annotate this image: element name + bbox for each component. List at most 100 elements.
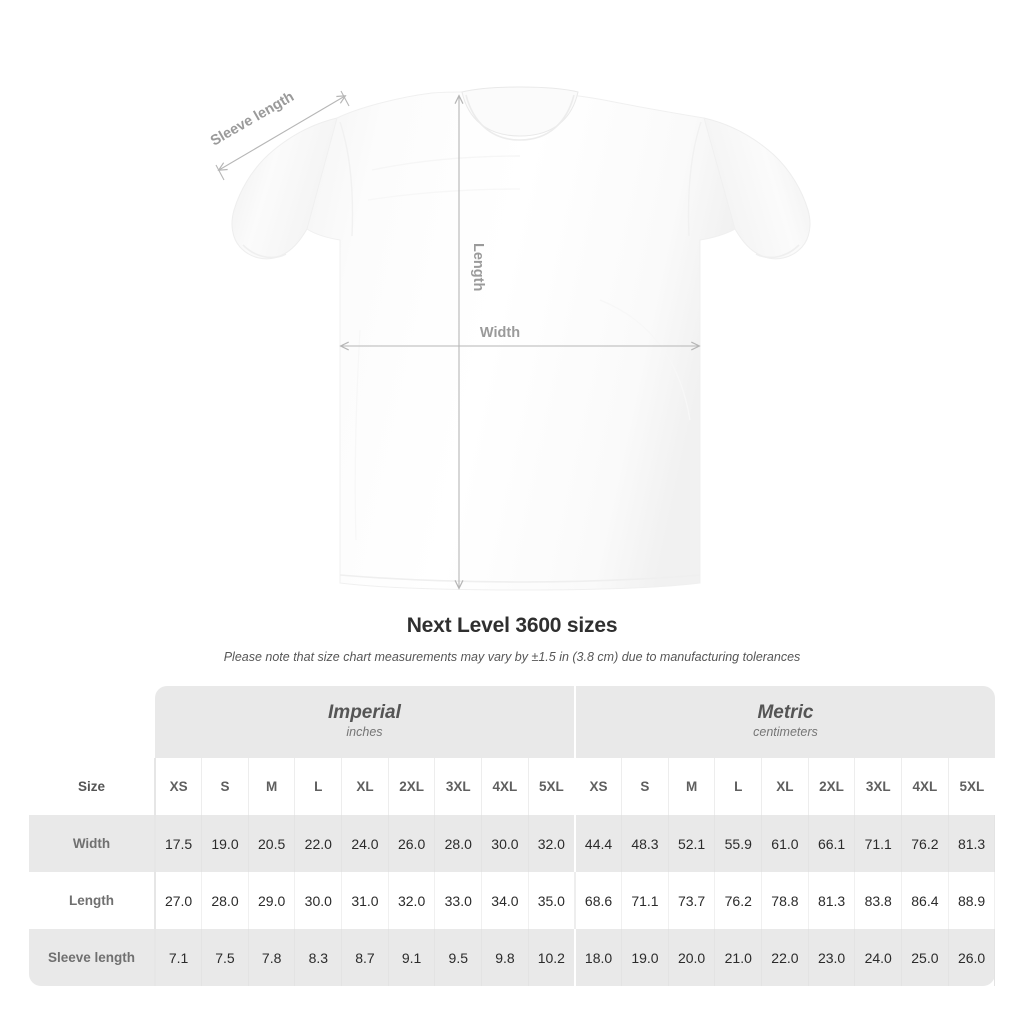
row-label-length: Length — [29, 872, 156, 929]
cell-sleeve-length-imperial-s: 7.5 — [201, 929, 249, 986]
width-measure: Width — [341, 325, 699, 346]
cell-length-imperial-l: 30.0 — [294, 872, 343, 929]
row-label-width: Width — [29, 815, 156, 872]
tolerance-note: Please note that size chart measurements… — [223, 650, 801, 664]
cell-width-imperial-l: 22.0 — [294, 815, 343, 872]
cell-width-imperial-m: 20.5 — [248, 815, 296, 872]
cell-sleeve-length-imperial-xs: 7.1 — [155, 929, 203, 986]
cell-length-metric-l: 76.2 — [714, 872, 763, 929]
cell-sleeve-length-imperial-5xl: 10.2 — [528, 929, 576, 986]
unit-system-row: Imperial inches Metric centimeters — [29, 686, 995, 758]
size-header-imperial-xs: XS — [155, 758, 203, 815]
cell-width-metric-xs: 44.4 — [573, 815, 623, 872]
cell-width-imperial-xs: 17.5 — [155, 815, 203, 872]
tshirt-shape — [231, 86, 811, 591]
width-label: Width — [480, 325, 520, 341]
unit-row-corner — [29, 686, 155, 758]
cell-length-imperial-2xl: 32.0 — [388, 872, 436, 929]
cell-length-imperial-s: 28.0 — [201, 872, 249, 929]
cell-length-metric-m: 73.7 — [668, 872, 716, 929]
cell-width-metric-xl: 61.0 — [761, 815, 809, 872]
size-header-imperial-3xl: 3XL — [434, 758, 483, 815]
cell-sleeve-length-metric-s: 19.0 — [621, 929, 669, 986]
cell-sleeve-length-imperial-3xl: 9.5 — [434, 929, 483, 986]
unit-system-name: Metric — [757, 702, 814, 724]
cell-width-imperial-xl: 24.0 — [341, 815, 389, 872]
cell-sleeve-length-metric-2xl: 23.0 — [808, 929, 856, 986]
size-header-imperial-2xl: 2XL — [388, 758, 436, 815]
unit-system-name: Imperial — [328, 702, 401, 724]
cell-width-metric-s: 48.3 — [621, 815, 669, 872]
cell-width-metric-l: 55.9 — [714, 815, 763, 872]
table-row: Length 27.0 28.0 29.0 30.0 31.0 32.0 33.0 34.0 35… — [29, 872, 996, 929]
cell-sleeve-length-metric-l: 21.0 — [714, 929, 763, 986]
size-header-imperial-xl: XL — [341, 758, 389, 815]
cell-sleeve-length-imperial-xl: 8.7 — [341, 929, 389, 986]
size-column-header: Size — [29, 758, 156, 815]
cell-length-metric-s: 71.1 — [621, 872, 669, 929]
unit-system-metric: Metric centimeters — [573, 686, 995, 758]
size-header-imperial-s: S — [201, 758, 249, 815]
unit-system-subtitle: centimeters — [753, 725, 818, 740]
size-header-imperial-m: M — [248, 758, 296, 815]
cell-length-imperial-m: 29.0 — [248, 872, 296, 929]
cell-sleeve-length-metric-xs: 18.0 — [573, 929, 623, 986]
cell-width-imperial-5xl: 32.0 — [528, 815, 576, 872]
cell-width-metric-5xl: 81.3 — [948, 815, 996, 872]
tshirt-illustration: Sleeve length Length Width — [208, 86, 811, 591]
unit-system-subtitle: inches — [346, 725, 383, 740]
cell-width-imperial-3xl: 28.0 — [434, 815, 483, 872]
table-row: Width 17.5 19.0 20.5 22.0 24.0 26.0 28.0 30.0 32.… — [29, 815, 996, 872]
cell-sleeve-length-imperial-m: 7.8 — [248, 929, 296, 986]
cell-width-imperial-s: 19.0 — [201, 815, 249, 872]
page-title: Next Level 3600 sizes — [406, 614, 618, 637]
cell-length-metric-xl: 78.8 — [761, 872, 809, 929]
size-header-metric-xl: XL — [761, 758, 809, 815]
size-header-metric-4xl: 4XL — [901, 758, 949, 815]
cell-length-metric-3xl: 83.8 — [854, 872, 903, 929]
cell-sleeve-length-metric-xl: 22.0 — [761, 929, 809, 986]
cell-width-metric-m: 52.1 — [668, 815, 716, 872]
cell-length-metric-4xl: 86.4 — [901, 872, 949, 929]
tshirt-diagram: Sleeve length Length Width — [208, 86, 811, 591]
cell-sleeve-length-imperial-2xl: 9.1 — [388, 929, 436, 986]
cell-width-imperial-2xl: 26.0 — [388, 815, 436, 872]
cell-sleeve-length-metric-4xl: 25.0 — [901, 929, 949, 986]
cell-sleeve-length-imperial-4xl: 9.8 — [481, 929, 529, 986]
row-label-sleeve-length: Sleeve length — [29, 929, 156, 986]
cell-length-imperial-4xl: 34.0 — [481, 872, 529, 929]
heading-block: Next Level 3600 sizes Please note that s… — [0, 614, 1024, 664]
size-chart-table: Imperial inches Metric centimeters Size XS S M L… — [29, 686, 996, 986]
size-header-metric-l: L — [714, 758, 763, 815]
cell-width-imperial-4xl: 30.0 — [481, 815, 529, 872]
size-chart-table-wrapper: Imperial inches Metric centimeters Size XS S M L… — [29, 686, 996, 986]
size-header-metric-3xl: 3XL — [854, 758, 903, 815]
cell-sleeve-length-metric-3xl: 24.0 — [854, 929, 903, 986]
cell-length-metric-2xl: 81.3 — [808, 872, 856, 929]
cell-width-metric-4xl: 76.2 — [901, 815, 949, 872]
size-header-metric-5xl: 5XL — [948, 758, 995, 815]
cell-length-metric-xs: 68.6 — [573, 872, 623, 929]
size-header-metric-m: M — [668, 758, 716, 815]
size-header-imperial-5xl: 5XL — [528, 758, 576, 815]
length-label: Length — [470, 243, 486, 291]
cell-length-imperial-5xl: 35.0 — [528, 872, 576, 929]
cell-length-imperial-xs: 27.0 — [155, 872, 203, 929]
table-row: Sleeve length 7.1 7.5 7.8 8.3 8.7 9.1 9.5 9.8 10.… — [29, 929, 996, 986]
cell-length-imperial-3xl: 33.0 — [434, 872, 483, 929]
size-header-metric-s: S — [621, 758, 669, 815]
size-header-imperial-l: L — [294, 758, 343, 815]
cell-width-metric-2xl: 66.1 — [808, 815, 856, 872]
cell-length-metric-5xl: 88.9 — [948, 872, 996, 929]
size-header-metric-2xl: 2XL — [808, 758, 856, 815]
size-header-imperial-4xl: 4XL — [481, 758, 529, 815]
cell-sleeve-length-metric-5xl: 26.0 — [948, 929, 996, 986]
sleeve-length-label: Sleeve length — [208, 89, 297, 150]
cell-sleeve-length-imperial-l: 8.3 — [294, 929, 343, 986]
size-header-metric-xs: XS — [573, 758, 623, 815]
unit-system-imperial: Imperial inches — [155, 686, 575, 758]
cell-length-imperial-xl: 31.0 — [341, 872, 389, 929]
cell-sleeve-length-metric-m: 20.0 — [668, 929, 716, 986]
size-header-row: Size XS S M L XL 2XL 3XL 4XL 5XL XS S M L XL 2XL 3XL 4XL 5… — [29, 758, 995, 815]
cell-width-metric-3xl: 71.1 — [854, 815, 903, 872]
